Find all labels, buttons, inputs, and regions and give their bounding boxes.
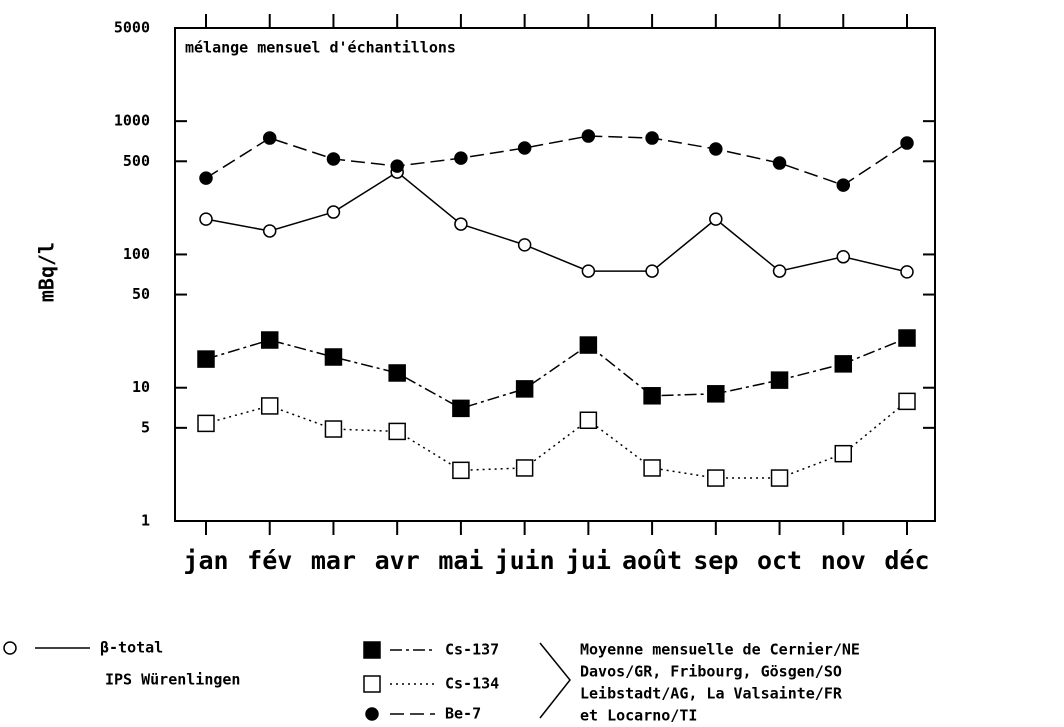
marker: [365, 707, 379, 721]
marker: [515, 380, 534, 398]
marker: [260, 397, 279, 415]
annotation: mélange mensuel d'échantillons: [185, 39, 456, 57]
marker: [770, 371, 789, 389]
marker: [772, 156, 787, 170]
x-tick-label: sep: [693, 546, 738, 575]
series-line: [205, 400, 908, 479]
marker: [836, 178, 851, 192]
legend-label: β-total: [100, 639, 163, 657]
marker: [262, 131, 277, 145]
marker: [324, 348, 343, 366]
y-tick-label: 500: [123, 152, 150, 170]
marker: [324, 420, 343, 438]
marker: [709, 142, 723, 156]
marker: [515, 459, 534, 477]
marker: [581, 129, 596, 143]
legend-label: Cs-134: [445, 675, 499, 693]
marker: [260, 331, 279, 349]
y-tick-label: 1000: [114, 112, 150, 130]
x-tick-label: déc: [884, 546, 929, 575]
x-tick-label: mai: [438, 546, 483, 575]
marker: [709, 212, 723, 226]
legend-note: Moyenne mensuelle de Cernier/NE: [580, 641, 860, 659]
marker: [898, 329, 916, 347]
marker: [454, 217, 468, 231]
legend-note: Davos/GR, Fribourg, Gösgen/SO: [580, 663, 842, 681]
marker: [643, 459, 661, 477]
marker: [772, 264, 787, 278]
marker: [517, 141, 532, 155]
marker: [388, 422, 406, 441]
marker: [645, 264, 659, 278]
marker: [834, 355, 853, 373]
marker: [900, 136, 914, 150]
legend-label: Cs-137: [445, 641, 499, 659]
y-axis-label: mBq/l: [35, 242, 59, 302]
y-tick-label: 100: [123, 245, 150, 263]
legend-source: IPS Würenlingen: [105, 671, 240, 689]
y-tick-label: 5: [141, 418, 150, 436]
marker: [581, 264, 596, 278]
marker: [452, 461, 470, 480]
marker: [452, 399, 470, 418]
marker: [836, 250, 851, 264]
marker: [645, 131, 659, 145]
marker: [898, 392, 916, 411]
x-tick-label: juin: [495, 546, 555, 575]
marker: [643, 387, 661, 405]
legend-label: Be-7: [445, 705, 481, 723]
marker: [707, 469, 725, 487]
x-tick-label: fév: [247, 546, 292, 575]
marker: [388, 364, 406, 382]
marker: [199, 171, 213, 185]
x-tick-label: jan: [183, 546, 228, 575]
y-tick-label: 50: [132, 285, 150, 303]
marker: [326, 205, 341, 219]
marker: [390, 159, 404, 173]
marker: [900, 265, 914, 279]
marker: [579, 411, 598, 430]
y-tick-label: 10: [132, 378, 150, 396]
y-tick-label: 1: [141, 512, 150, 530]
marker: [197, 350, 215, 368]
marker: [199, 212, 213, 226]
x-tick-label: août: [622, 546, 682, 575]
series-line: [205, 171, 908, 273]
y-tick-label: 5000: [114, 19, 150, 37]
series-line: [205, 135, 908, 186]
x-tick-label: nov: [821, 546, 866, 575]
marker: [707, 385, 725, 403]
series-line: [205, 337, 908, 410]
marker: [517, 238, 532, 252]
plot-frame: [174, 27, 936, 522]
marker: [3, 641, 17, 655]
legend-note: Leibstadt/AG, La Valsainte/FR: [580, 685, 843, 703]
x-tick-label: jui: [566, 546, 611, 575]
marker: [197, 414, 215, 433]
marker: [454, 151, 468, 165]
marker: [363, 641, 381, 659]
marker: [579, 336, 598, 354]
x-tick-label: mar: [311, 546, 356, 575]
marker: [770, 469, 789, 487]
legend-bracket: [539, 642, 571, 719]
marker: [326, 152, 341, 166]
marker: [363, 675, 381, 693]
marker: [262, 224, 277, 238]
x-tick-label: oct: [757, 546, 802, 575]
marker: [834, 444, 853, 463]
legend-note: et Locarno/TI: [580, 707, 697, 725]
x-tick-label: avr: [375, 546, 420, 575]
